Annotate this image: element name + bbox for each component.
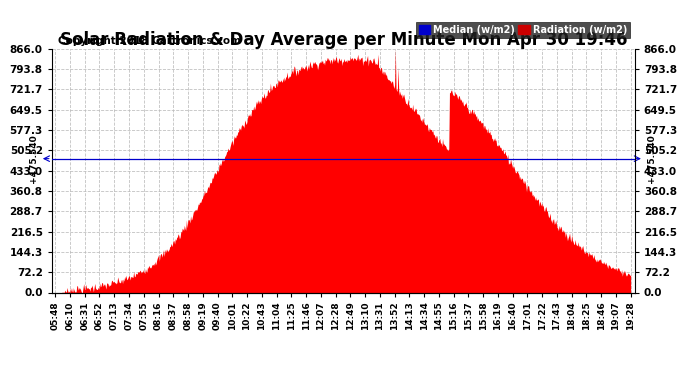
- Legend: Median (w/m2), Radiation (w/m2): Median (w/m2), Radiation (w/m2): [416, 22, 630, 38]
- Text: +475.540: +475.540: [647, 134, 656, 183]
- Title: Solar Radiation & Day Average per Minute Mon Apr 30 19:46: Solar Radiation & Day Average per Minute…: [59, 31, 627, 49]
- Text: Copyright 2018 Cartronics.com: Copyright 2018 Cartronics.com: [57, 36, 241, 46]
- Text: +475.540: +475.540: [29, 134, 38, 183]
